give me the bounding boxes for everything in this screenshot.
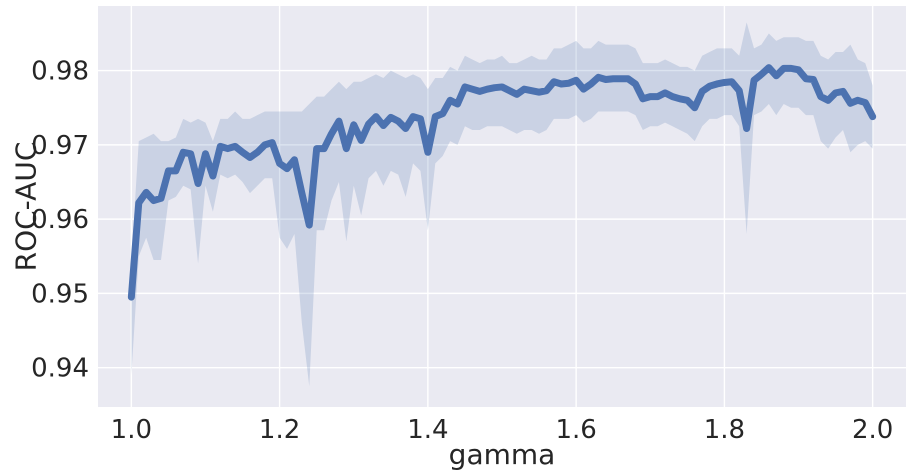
x-axis-label: gamma bbox=[449, 438, 556, 471]
confidence-band-layer bbox=[131, 22, 873, 387]
series-line-layer bbox=[127, 64, 877, 301]
y-tick-label: 0.95 bbox=[31, 279, 89, 309]
x-tick-labels: 1.0 1.2 1.4 1.6 1.8 2.0 bbox=[111, 415, 894, 445]
confidence-band bbox=[131, 22, 873, 387]
x-tick-label: 1.2 bbox=[259, 415, 300, 445]
y-tick-label: 0.94 bbox=[31, 354, 89, 384]
x-tick-label: 1.8 bbox=[704, 415, 745, 445]
y-tick-labels: 0.94 0.95 0.96 0.97 0.98 bbox=[31, 57, 89, 384]
x-tick-label: 1.0 bbox=[111, 415, 152, 445]
y-tick-label: 0.97 bbox=[31, 131, 89, 161]
y-axis-label: ROC-AUC bbox=[10, 142, 43, 272]
x-tick-label: 1.6 bbox=[555, 415, 596, 445]
x-tick-label: 1.4 bbox=[407, 415, 448, 445]
y-tick-label: 0.98 bbox=[31, 57, 89, 87]
x-tick-label: 2.0 bbox=[852, 415, 893, 445]
series-line bbox=[127, 64, 877, 301]
y-tick-label: 0.96 bbox=[31, 205, 89, 235]
